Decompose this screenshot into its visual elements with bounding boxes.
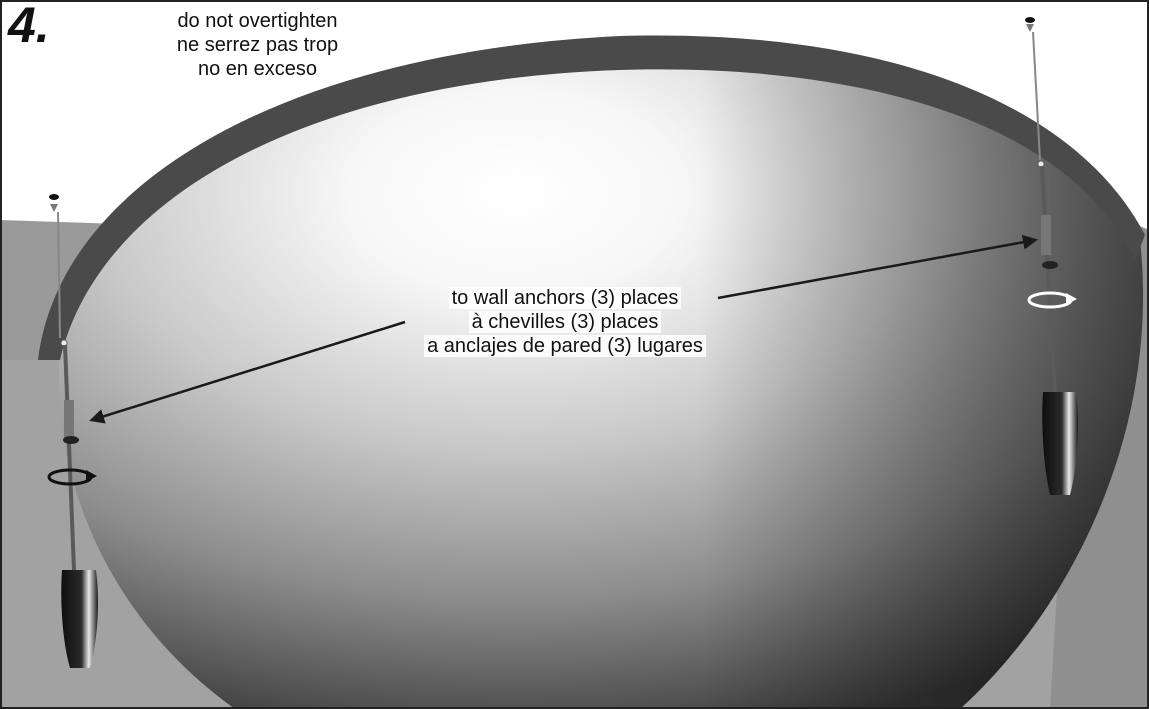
caution-line-en: do not overtighten bbox=[177, 10, 338, 32]
anchor-line-en: to wall anchors (3) places bbox=[448, 287, 682, 309]
bowl-shading bbox=[700, 47, 1143, 709]
anchor-line-fr: à chevilles (3) places bbox=[468, 311, 662, 333]
right-screwdriver-icon bbox=[1040, 165, 1078, 495]
left-screwdriver-icon bbox=[61, 344, 98, 668]
caution-line-fr: ne serrez pas trop bbox=[176, 34, 339, 56]
right-leader-arrow-icon bbox=[717, 234, 1038, 300]
bowl-rim bbox=[38, 35, 1145, 361]
left-leader-arrow-icon bbox=[89, 320, 406, 424]
wall-anchor-note: to wall anchors (3) places à chevilles (… bbox=[380, 286, 750, 358]
caution-note: do not overtighten ne serrez pas trop no… bbox=[145, 9, 370, 81]
anchor-line-es: a anclajes de pared (3) lugares bbox=[424, 335, 706, 357]
caution-line-es: no en exceso bbox=[198, 58, 317, 80]
left-screw-icon bbox=[49, 194, 68, 347]
right-rotation-arrow-icon bbox=[1027, 291, 1077, 309]
step-number: 4. bbox=[8, 0, 50, 53]
left-rotation-arrow-icon bbox=[47, 468, 97, 486]
